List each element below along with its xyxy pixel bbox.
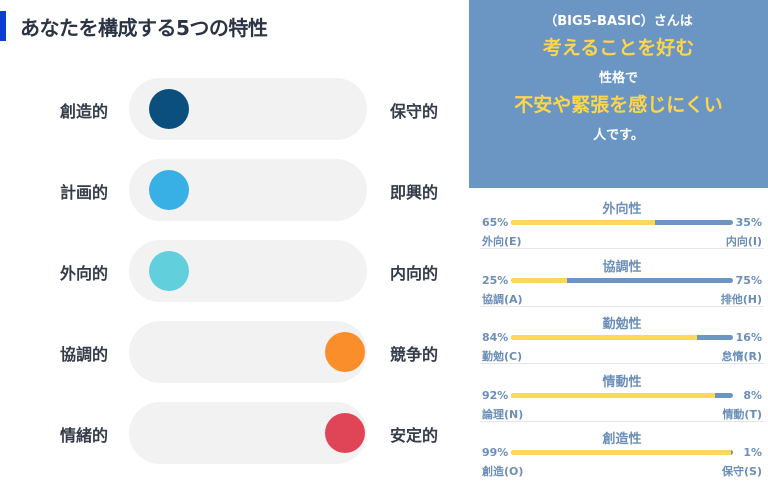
slider-left-label: 協調的 (59, 345, 108, 364)
left-percent: 99% (482, 446, 509, 459)
trait-bar-fill (511, 277, 567, 283)
trait-bar (511, 392, 733, 398)
slider-right-label: 保守的 (390, 102, 439, 121)
right-label: 情動(T) (722, 407, 762, 421)
summary-line: 人です。 (593, 128, 644, 143)
slider-right-label: 安定的 (390, 426, 439, 445)
right-percent: 1% (743, 446, 762, 459)
slider-left-label: 情緒的 (59, 426, 108, 445)
slider-knob (149, 170, 189, 210)
slider-left-label: 創造的 (59, 102, 108, 121)
slider-right-label: 即興的 (390, 183, 439, 202)
divider (480, 420, 764, 422)
left-percent: 65% (482, 216, 509, 229)
left-label: 協調(A) (482, 292, 523, 306)
left-percent: 84% (482, 331, 509, 344)
trait-bar-fill (511, 335, 698, 340)
slider-knob (149, 251, 189, 291)
left-percent: 92% (482, 388, 509, 402)
trait-name: 協調性 (602, 259, 642, 275)
left-label: 勤勉(C) (482, 350, 523, 363)
trait-bar-fill (511, 392, 716, 398)
right-percent: 75% (735, 273, 762, 287)
right-percent: 35% (735, 216, 762, 229)
slider-track (129, 78, 367, 140)
trait-bar-section: 外向性 65% 35% 外向(E) 内向(I) (480, 192, 764, 249)
trait-name: 創造性 (602, 432, 642, 447)
slider-knob (325, 332, 365, 372)
right-percent: 16% (735, 331, 762, 344)
title-accent-bar (0, 11, 6, 41)
trait-slider-row: 協調的 競争的 (0, 321, 468, 383)
right-label: 保守(S) (722, 465, 762, 478)
divider (480, 305, 764, 307)
page-title: あなたを構成する5つの特性 (20, 16, 268, 40)
slider-left-label: 計画的 (59, 183, 108, 202)
trait-slider-row: 情緒的 安定的 (0, 402, 468, 464)
left-percent: 25% (482, 273, 509, 287)
trait-name: 外向性 (602, 202, 642, 217)
trait-bar-section: 勤勉性 84% 16% 勤勉(C) 怠惰(R) (480, 307, 764, 364)
summary-highlight: 不安や緊張を感じにくい (514, 94, 723, 116)
right-label: 排他(H) (720, 292, 762, 306)
right-percent: 8% (743, 388, 762, 402)
left-label: 創造(O) (482, 465, 524, 478)
divider (480, 363, 764, 364)
left-label: 論理(N) (482, 407, 524, 421)
slider-track (129, 240, 367, 302)
summary-panel: （BIG5-BASIC）さんは 考えることを好む 性格で 不安や緊張を感じにくい… (469, 0, 768, 188)
trait-bar-section: 協調性 25% 75% 協調(A) 排他(H) (480, 250, 764, 307)
trait-name: 勤勉性 (602, 317, 642, 332)
trait-slider-row: 創造的 保守的 (0, 78, 468, 140)
trait-slider-row: 外向的 内向的 (0, 240, 468, 302)
trait-bar-fill (511, 220, 656, 225)
left-label: 外向(E) (482, 235, 522, 248)
trait-bar (511, 220, 733, 225)
slider-track (129, 159, 367, 221)
slider-knob (325, 413, 365, 453)
trait-bar (511, 450, 733, 455)
right-label: 内向(I) (725, 235, 762, 248)
slider-right-label: 競争的 (390, 345, 439, 364)
trait-slider-row: 計画的 即興的 (0, 159, 468, 221)
trait-bar-section: 情動性 92% 8% 論理(N) 情動(T) (480, 365, 764, 422)
slider-track (129, 321, 367, 383)
summary-highlight: 考えることを好む (542, 37, 695, 59)
trait-name: 情動性 (602, 374, 642, 390)
divider (480, 248, 764, 249)
trait-bar (511, 335, 733, 340)
trait-bar-section: 創造性 99% 1% 創造(O) 保守(S) (480, 422, 764, 479)
slider-track (129, 402, 367, 464)
slider-left-label: 外向的 (59, 264, 108, 283)
right-label: 怠惰(R) (721, 350, 762, 363)
summary-line: 性格で (598, 71, 638, 86)
trait-bar (511, 277, 733, 283)
trait-bar-fill (511, 450, 731, 455)
slider-knob (149, 89, 189, 129)
slider-right-label: 内向的 (390, 264, 439, 283)
summary-line: （BIG5-BASIC）さんは (544, 14, 693, 29)
